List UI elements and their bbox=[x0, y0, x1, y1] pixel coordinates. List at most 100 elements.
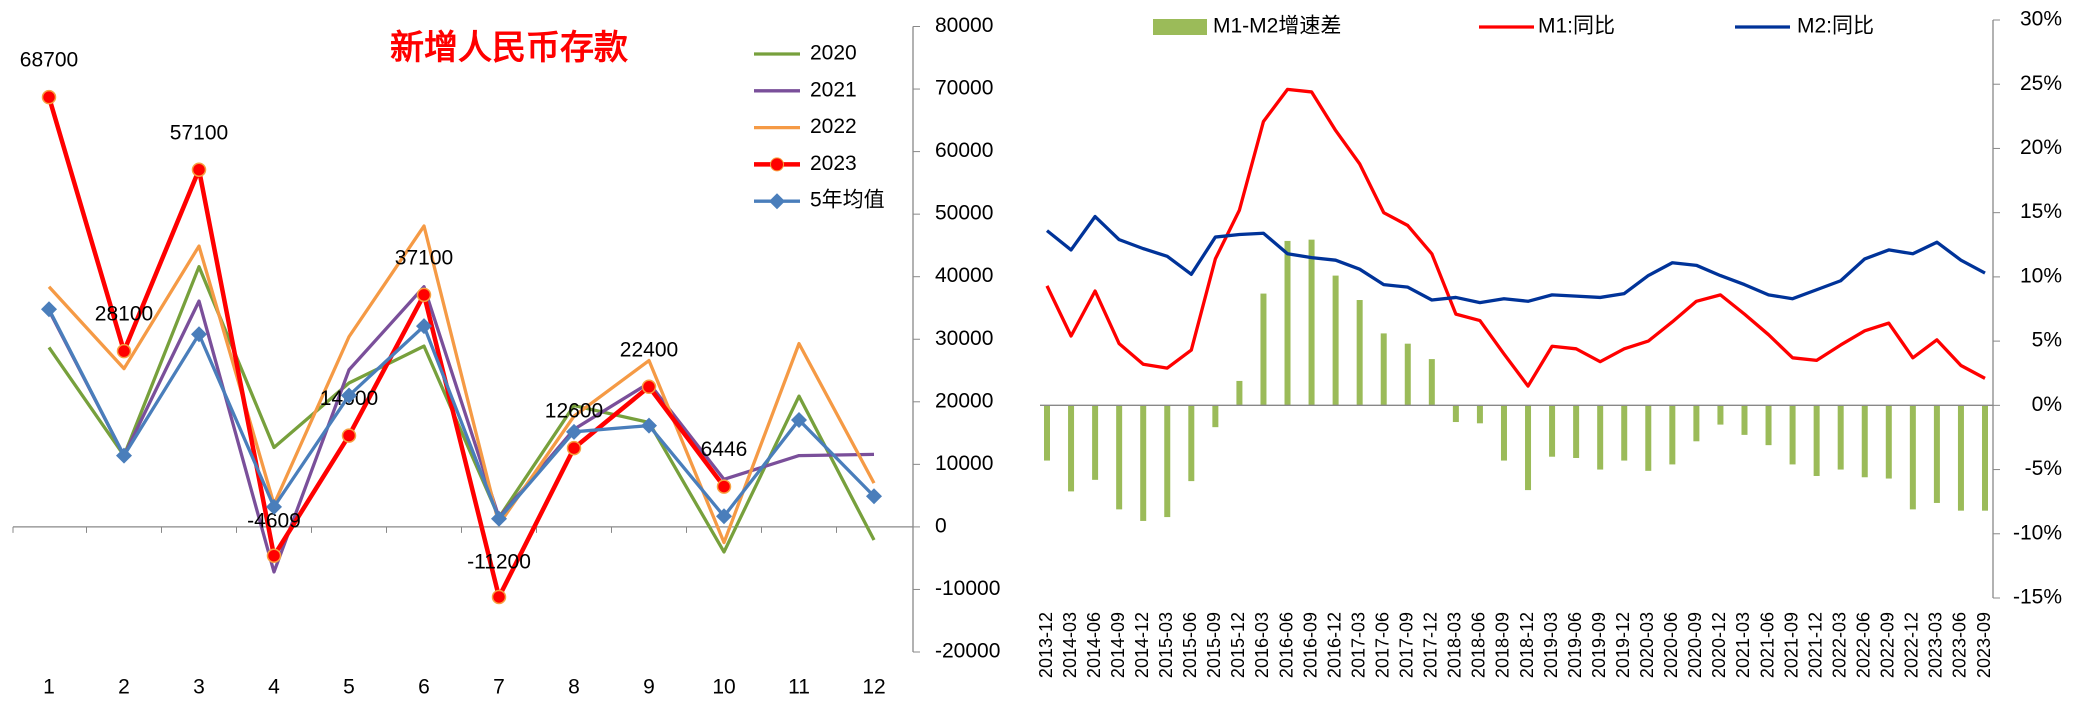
bar bbox=[1765, 405, 1772, 446]
bar bbox=[1717, 405, 1724, 425]
x-tick-label: 2021-09 bbox=[1781, 612, 1801, 678]
x-tick-label: 1 bbox=[43, 676, 55, 699]
point-marker bbox=[266, 498, 282, 515]
y-tick-label: 10% bbox=[2020, 264, 2062, 287]
bar bbox=[1693, 405, 1700, 442]
point-marker bbox=[641, 379, 657, 395]
x-tick-label: 2018-09 bbox=[1493, 612, 1513, 678]
y-tick-label: 20% bbox=[2020, 136, 2062, 159]
y-tick-label: -15% bbox=[2013, 586, 2062, 609]
bar bbox=[1957, 405, 1964, 511]
series-line bbox=[1045, 214, 1986, 305]
legend-label: 2022 bbox=[810, 115, 857, 138]
bar bbox=[1092, 405, 1099, 480]
y-tick-label: 30000 bbox=[935, 327, 993, 350]
x-tick-label: 2017-12 bbox=[1421, 612, 1441, 678]
bar bbox=[1284, 240, 1291, 406]
x-tick-label: 4 bbox=[268, 676, 280, 699]
bar bbox=[1332, 275, 1339, 406]
y-tick-label: -10% bbox=[2013, 521, 2062, 544]
y-tick-label: -5% bbox=[2025, 457, 2062, 480]
x-tick-label: 2017-03 bbox=[1348, 612, 1368, 678]
bar bbox=[1380, 333, 1387, 406]
y-tick-label: 10000 bbox=[935, 452, 993, 475]
x-tick-label: 2019-09 bbox=[1589, 612, 1609, 678]
x-tick-label: 8 bbox=[568, 676, 580, 699]
x-tick-label: 12 bbox=[862, 676, 885, 699]
bar bbox=[1308, 239, 1315, 406]
point-marker bbox=[491, 589, 507, 605]
x-tick-label: 7 bbox=[493, 676, 505, 699]
y-tick-label: 20000 bbox=[935, 389, 993, 412]
point-marker bbox=[791, 411, 807, 428]
bar bbox=[1933, 405, 1940, 503]
chart-title: 新增人民币存款 bbox=[390, 28, 628, 68]
x-tick-label: 2016-06 bbox=[1276, 612, 1296, 678]
x-tick-label: 2022-09 bbox=[1878, 612, 1898, 678]
x-tick-label: 2015-09 bbox=[1204, 612, 1224, 678]
y-tick-label: -10000 bbox=[935, 577, 1000, 600]
x-tick-label: 2019-12 bbox=[1613, 612, 1633, 678]
bar bbox=[1982, 405, 1988, 511]
x-tick-label: 2021-06 bbox=[1757, 612, 1777, 678]
x-tick-label: 2014-03 bbox=[1060, 612, 1080, 678]
legend-label: 2023 bbox=[810, 152, 857, 175]
x-tick-label: 2021-12 bbox=[1805, 612, 1825, 678]
x-tick-label: 2023-09 bbox=[1974, 612, 1994, 678]
x-tick-label: 2018-12 bbox=[1517, 612, 1537, 678]
legend-marker bbox=[770, 157, 784, 172]
point-marker bbox=[266, 548, 282, 563]
legend-label: 2021 bbox=[810, 78, 857, 101]
x-tick-label: 2018-03 bbox=[1445, 612, 1465, 678]
x-tick-label: 2022-12 bbox=[1902, 612, 1922, 678]
data-label: 22400 bbox=[620, 338, 678, 361]
x-tick-label: 3 bbox=[193, 676, 205, 699]
bar bbox=[1885, 405, 1892, 479]
point-marker bbox=[566, 423, 582, 440]
series-line bbox=[47, 265, 876, 554]
legend-label: M1-M2增速差 bbox=[1213, 15, 1341, 38]
bar bbox=[1621, 405, 1628, 461]
x-tick-label: 2020-12 bbox=[1709, 612, 1729, 678]
bar bbox=[1645, 405, 1652, 471]
x-tick-label: 2020-06 bbox=[1661, 612, 1681, 678]
bar bbox=[1500, 405, 1507, 461]
x-tick-label: 2015-06 bbox=[1180, 612, 1200, 678]
x-tick-label: 2014-06 bbox=[1084, 612, 1104, 678]
series-line bbox=[47, 285, 875, 574]
y-tick-label: 15% bbox=[2020, 200, 2062, 223]
point-marker bbox=[191, 162, 207, 177]
bar bbox=[1909, 405, 1916, 510]
point-marker bbox=[341, 428, 357, 443]
y-tick-label: 40000 bbox=[935, 264, 993, 287]
y-tick-label: 80000 bbox=[935, 14, 993, 37]
point-marker bbox=[866, 488, 882, 505]
point-marker bbox=[41, 89, 57, 105]
x-tick-label: 2015-12 bbox=[1228, 612, 1248, 678]
legend-label: 5年均值 bbox=[810, 189, 885, 212]
y-tick-label: 70000 bbox=[935, 77, 993, 100]
y-tick-label: 25% bbox=[2020, 72, 2062, 95]
x-tick-label: 2014-12 bbox=[1132, 612, 1152, 678]
data-label: 57100 bbox=[170, 121, 228, 144]
point-marker bbox=[116, 447, 132, 464]
point-marker bbox=[716, 508, 732, 525]
series-line bbox=[1045, 87, 1986, 388]
bar bbox=[1597, 405, 1604, 470]
y-tick-label: 60000 bbox=[935, 139, 993, 162]
x-tick-label: 2017-09 bbox=[1397, 612, 1417, 678]
x-tick-label: 2013-12 bbox=[1036, 612, 1056, 678]
bar bbox=[1789, 405, 1796, 465]
series-line bbox=[46, 96, 726, 600]
bar bbox=[1140, 405, 1147, 521]
point-marker bbox=[416, 287, 432, 303]
x-tick-label: 6 bbox=[418, 676, 430, 699]
data-label: 6446 bbox=[701, 438, 748, 461]
data-label: 37100 bbox=[395, 246, 453, 269]
bar bbox=[1044, 405, 1050, 461]
data-label: 68700 bbox=[20, 49, 78, 72]
x-tick-label: 2019-03 bbox=[1541, 612, 1561, 678]
x-tick-label: 2020-03 bbox=[1637, 612, 1657, 678]
legend-swatch bbox=[1153, 19, 1207, 35]
